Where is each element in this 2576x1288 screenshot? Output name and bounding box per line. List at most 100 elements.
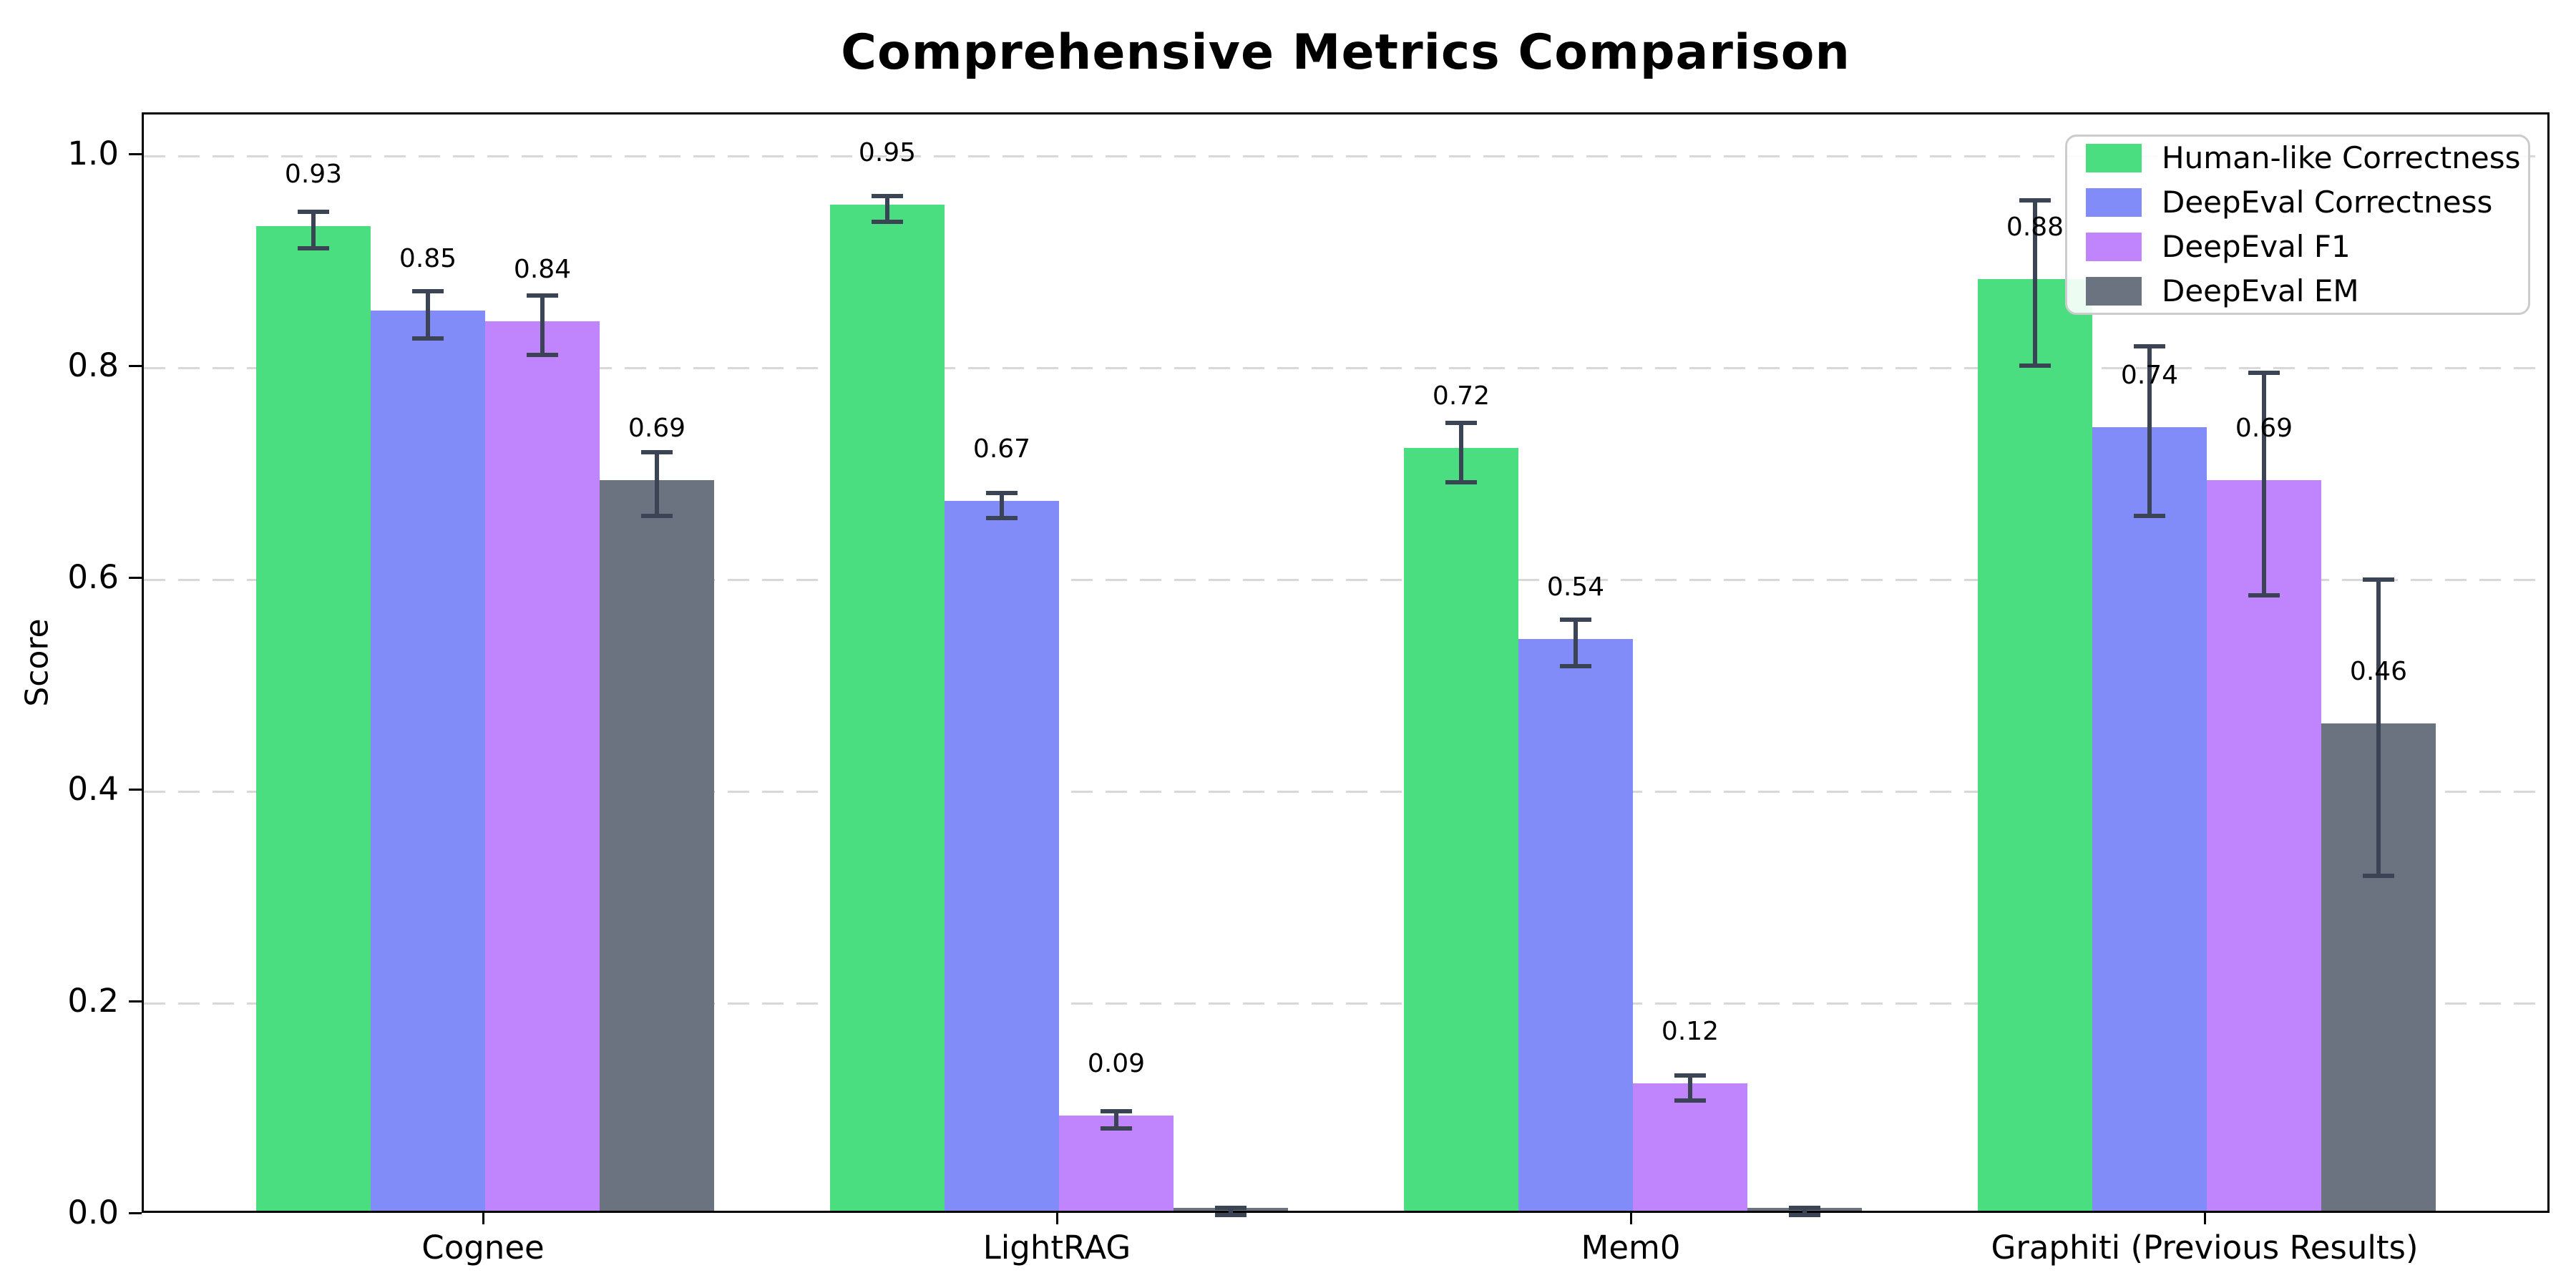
error-bar-cap-top xyxy=(1674,1073,1706,1078)
error-bar-cap-top xyxy=(298,210,329,215)
error-bar-cap-bottom xyxy=(1789,1213,1820,1217)
bar-cognee-deepeval-correctness xyxy=(371,311,485,1211)
x-tick-label-cognee: Cognee xyxy=(421,1229,545,1267)
bar-value-label: 0.72 xyxy=(1432,381,1491,411)
error-bar-line xyxy=(1688,1075,1692,1101)
bar-value-label: 0.84 xyxy=(513,254,572,284)
error-bar-line xyxy=(1459,422,1463,482)
error-bar-cap-bottom xyxy=(527,353,558,358)
y-tick-mark xyxy=(129,1211,142,1214)
error-bar-line xyxy=(885,196,889,222)
bar-cognee-human-like-correctness xyxy=(256,225,371,1211)
error-bar-cap-bottom xyxy=(2248,593,2280,598)
legend-swatch-deepeval-correctness xyxy=(2086,188,2142,217)
bar-value-label: 0.93 xyxy=(284,159,343,189)
error-bar-cap-top xyxy=(1215,1205,1246,1210)
error-bar-line xyxy=(1574,620,1578,667)
error-bar-line xyxy=(311,212,316,248)
legend-item-deepeval-em: DeepEval EM xyxy=(2086,274,2509,308)
error-bar-line xyxy=(1229,1207,1233,1215)
error-bar-cap-bottom xyxy=(1445,479,1477,484)
y-axis-label: Score xyxy=(19,618,56,707)
error-bar-cap-bottom xyxy=(1215,1213,1246,1217)
bar-value-label: 0.54 xyxy=(1546,572,1605,602)
error-bar-cap-top xyxy=(2248,371,2280,376)
bar-cognee-deepeval-f1 xyxy=(485,321,600,1211)
error-bar-cap-bottom xyxy=(1674,1098,1706,1103)
legend-label: DeepEval Correctness xyxy=(2162,185,2493,220)
error-bar-line xyxy=(1802,1207,1807,1215)
chart-title: Comprehensive Metrics Comparison xyxy=(841,24,1850,81)
error-bar-line xyxy=(2033,200,2037,366)
error-bar-cap-bottom xyxy=(1101,1126,1132,1131)
legend: Human-like Correctness DeepEval Correctne… xyxy=(2065,135,2530,315)
error-bar-cap-bottom xyxy=(641,514,673,519)
legend-label: DeepEval F1 xyxy=(2162,229,2351,264)
error-bar-cap-top xyxy=(872,194,903,199)
bar-value-label: 0.69 xyxy=(628,413,686,443)
error-bar-line xyxy=(1000,492,1004,519)
error-bar-cap-bottom xyxy=(872,219,903,224)
bar-mem0-deepeval-f1 xyxy=(1633,1083,1747,1211)
bar-value-label: 0.95 xyxy=(858,138,917,167)
error-bar-cap-top xyxy=(2363,577,2394,582)
bar-value-label: 0.88 xyxy=(2006,212,2064,242)
x-tick-mark xyxy=(2203,1213,2206,1224)
error-bar-cap-top xyxy=(1445,420,1477,425)
y-tick-label: 0.8 xyxy=(67,346,119,384)
error-bar-line xyxy=(2262,373,2266,596)
error-bar-line xyxy=(540,296,545,356)
error-bar-cap-top xyxy=(1560,618,1591,623)
error-bar-cap-bottom xyxy=(1560,664,1591,669)
error-bar-cap-top xyxy=(1789,1205,1820,1210)
error-bar-line xyxy=(655,452,659,517)
error-bar-cap-top xyxy=(527,293,558,298)
y-tick-label: 0.0 xyxy=(67,1194,119,1231)
error-bar-cap-top xyxy=(2019,198,2051,203)
legend-item-human-like-correctness: Human-like Correctness xyxy=(2086,141,2521,175)
bar-lightrag-human-like-correctness xyxy=(830,205,945,1211)
y-tick-mark xyxy=(129,788,142,791)
legend-swatch-human-like-correctness xyxy=(2086,144,2142,172)
error-bar-cap-top xyxy=(412,289,444,294)
error-bar-cap-top xyxy=(986,490,1018,495)
error-bar-cap-top xyxy=(2134,344,2165,349)
bar-value-label: 0.85 xyxy=(399,244,457,273)
bar-mem0-deepeval-correctness xyxy=(1518,638,1633,1211)
error-bar-line xyxy=(2147,346,2152,517)
error-bar-cap-bottom xyxy=(986,516,1018,521)
error-bar-cap-top xyxy=(1101,1108,1132,1113)
bar-graphiti-previous-results-deepeval-f1 xyxy=(2207,479,2321,1211)
legend-swatch-deepeval-f1 xyxy=(2086,233,2142,261)
gridline-0.6 xyxy=(144,578,2547,581)
error-bar-line xyxy=(426,291,430,338)
legend-swatch-deepeval-em xyxy=(2086,277,2142,306)
y-tick-mark xyxy=(129,364,142,367)
gridline-1.0 xyxy=(144,155,2547,157)
y-tick-label: 0.6 xyxy=(67,558,119,596)
bar-value-label: 0.74 xyxy=(2120,360,2179,390)
legend-label: Human-like Correctness xyxy=(2162,140,2521,175)
bar-graphiti-previous-results-human-like-correctness xyxy=(1978,278,2092,1211)
y-tick-label: 0.4 xyxy=(67,770,119,808)
error-bar-line xyxy=(1114,1111,1118,1128)
bar-lightrag-deepeval-correctness xyxy=(945,501,1059,1211)
error-bar-cap-bottom xyxy=(2134,514,2165,519)
gridline-0.4 xyxy=(144,790,2547,793)
bar-lightrag-deepeval-f1 xyxy=(1059,1115,1174,1211)
x-tick-mark xyxy=(1055,1213,1058,1224)
y-tick-label: 1.0 xyxy=(67,135,119,172)
legend-item-deepeval-correctness: DeepEval Correctness xyxy=(2086,185,2509,220)
bar-value-label: 0.46 xyxy=(2349,657,2408,687)
x-tick-label-graphiti-previous-results: Graphiti (Previous Results) xyxy=(1991,1229,2419,1267)
y-tick-mark xyxy=(129,152,142,155)
bar-value-label: 0.12 xyxy=(1661,1017,1719,1047)
bar-value-label: 0.69 xyxy=(2235,413,2293,443)
error-bar-cap-bottom xyxy=(298,245,329,250)
x-tick-label-mem0: Mem0 xyxy=(1581,1229,1681,1267)
error-bar-line xyxy=(2376,580,2381,877)
gridline-0.2 xyxy=(144,1002,2547,1005)
error-bar-cap-bottom xyxy=(2019,364,2051,369)
bar-cognee-deepeval-em xyxy=(600,479,714,1211)
